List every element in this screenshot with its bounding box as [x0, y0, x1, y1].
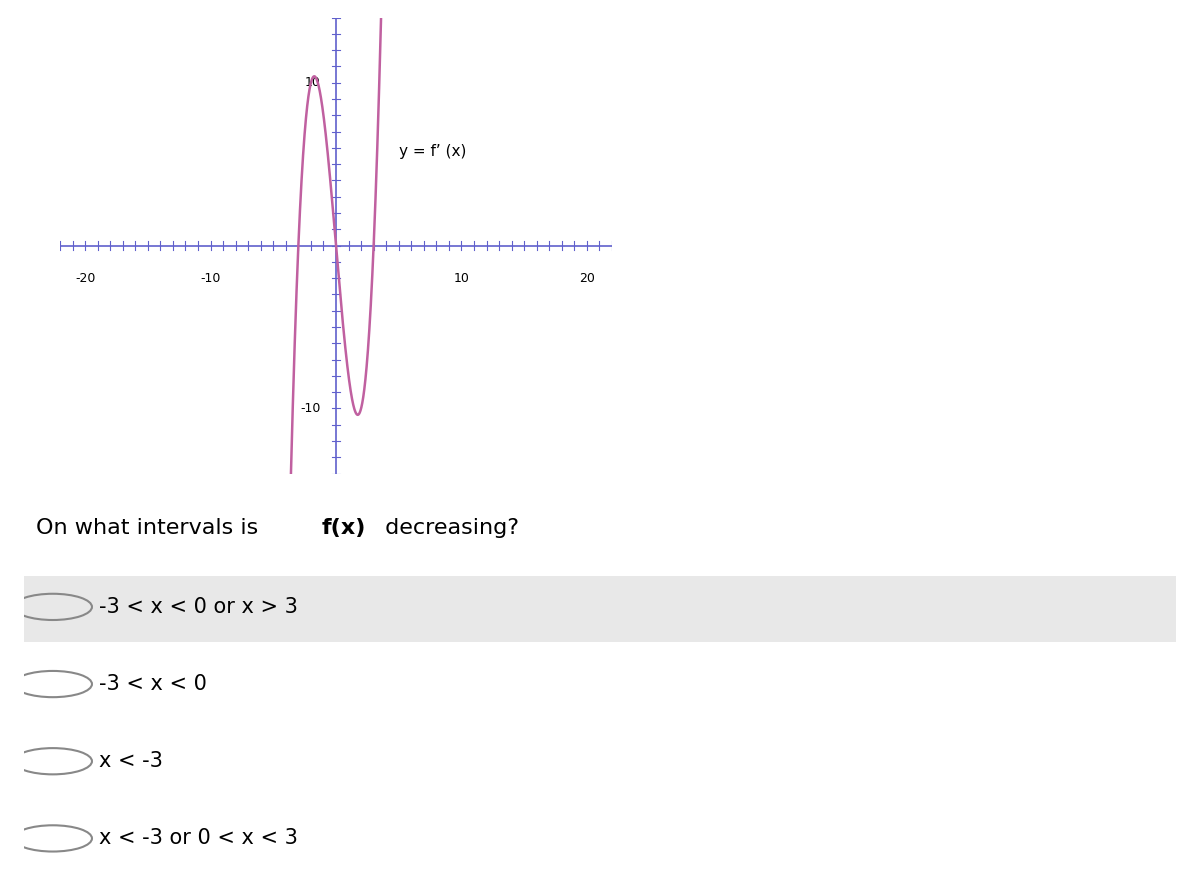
- Bar: [24, 808, 1176, 873]
- Text: x < -3: x < -3: [98, 752, 163, 771]
- Text: -10: -10: [300, 402, 320, 415]
- Text: x < -3 or 0 < x < 3: x < -3 or 0 < x < 3: [98, 829, 298, 848]
- Text: 10: 10: [305, 76, 320, 89]
- Text: y = f’ (x): y = f’ (x): [398, 144, 466, 159]
- Text: 10: 10: [454, 272, 469, 285]
- Text: decreasing?: decreasing?: [378, 518, 518, 538]
- Text: -3 < x < 0 or x > 3: -3 < x < 0 or x > 3: [98, 597, 298, 617]
- Text: -10: -10: [200, 272, 221, 285]
- Text: 20: 20: [578, 272, 595, 285]
- Text: On what intervals is: On what intervals is: [36, 518, 265, 538]
- Text: -3 < x < 0: -3 < x < 0: [98, 674, 206, 694]
- Text: -20: -20: [74, 272, 95, 285]
- Bar: [24, 653, 1176, 719]
- Text: f(x): f(x): [322, 518, 366, 538]
- Bar: [24, 576, 1176, 642]
- Bar: [24, 731, 1176, 796]
